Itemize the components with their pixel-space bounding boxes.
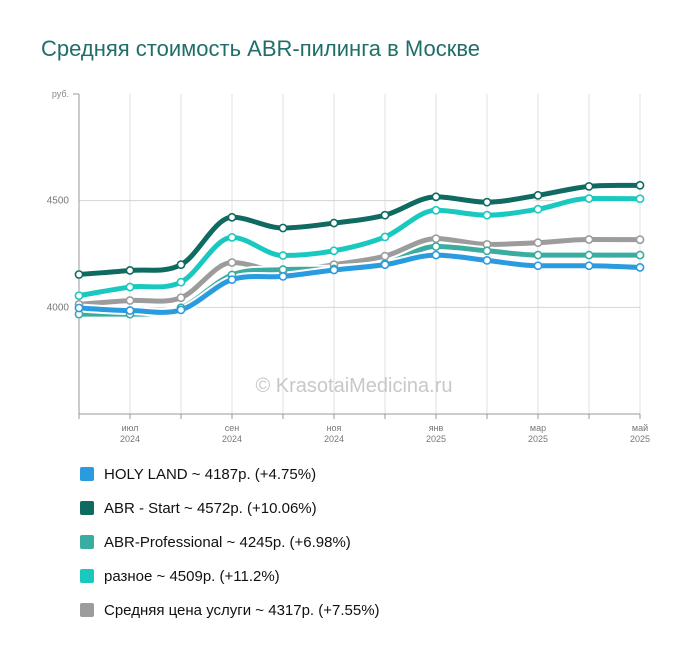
data-point <box>431 205 441 215</box>
x-tick-label-year: 2025 <box>630 434 650 444</box>
data-point <box>482 197 492 207</box>
data-point <box>635 250 645 260</box>
legend-label: HOLY LAND ~ 4187р. (+4.75%) <box>104 465 317 483</box>
series-points <box>74 180 645 319</box>
legend-swatch <box>80 603 94 617</box>
data-point <box>482 210 492 220</box>
data-point <box>533 261 543 271</box>
data-point <box>176 277 186 287</box>
data-point <box>635 235 645 245</box>
data-point <box>584 261 594 271</box>
data-point <box>533 190 543 200</box>
legend-item[interactable]: ABR - Start ~ 4572р. (+10.06%) <box>80 496 380 520</box>
data-point <box>125 266 135 275</box>
y-axis-unit-label: руб. <box>52 89 69 99</box>
data-point <box>380 251 390 261</box>
data-point <box>227 232 237 242</box>
legend-item[interactable]: HOLY LAND ~ 4187р. (+4.75%) <box>80 462 380 486</box>
watermark: © KrasotaiMedicina.ru <box>255 375 452 397</box>
data-point <box>431 192 441 202</box>
legend-label: ABR - Start ~ 4572р. (+10.06%) <box>104 499 317 517</box>
legend-label: ABR-Professional ~ 4245р. (+6.98%) <box>104 533 351 551</box>
data-point <box>278 223 288 233</box>
x-tick-label-year: 2024 <box>120 434 140 444</box>
data-point <box>176 305 186 315</box>
data-point <box>74 291 84 300</box>
data-point <box>584 194 594 203</box>
data-point <box>278 271 288 281</box>
legend-label: разное ~ 4509р. (+11.2%) <box>104 567 280 585</box>
axes: 40004500руб.июл2024сен2024ноя2024янв2025… <box>47 89 650 444</box>
data-point <box>482 255 492 265</box>
data-point <box>125 306 135 315</box>
legend-item[interactable]: ABR-Professional ~ 4245р. (+6.98%) <box>80 530 380 554</box>
x-tick-label-month: мар <box>530 423 546 433</box>
data-point <box>635 180 645 190</box>
x-tick-label-year: 2025 <box>426 434 446 444</box>
x-tick-label-month: янв <box>429 423 444 433</box>
data-point <box>584 250 594 260</box>
data-point <box>431 242 441 251</box>
data-point <box>227 258 237 267</box>
data-point <box>584 181 594 191</box>
data-point <box>380 260 390 270</box>
x-tick-label-year: 2024 <box>324 434 344 444</box>
legend: HOLY LAND ~ 4187р. (+4.75%) ABR - Start ~… <box>80 462 380 632</box>
data-point <box>278 251 288 260</box>
x-tick-label-month: сен <box>225 423 240 433</box>
data-point <box>380 210 390 220</box>
data-point <box>431 250 441 260</box>
data-point <box>380 232 390 242</box>
legend-item[interactable]: Средняя цена услуги ~ 4317р. (+7.55%) <box>80 598 380 622</box>
chart-title: Средняя стоимость ABR-пилинга в Москве <box>41 36 481 61</box>
data-point <box>74 303 84 313</box>
data-point <box>329 265 339 275</box>
data-point <box>176 293 186 303</box>
data-point <box>74 270 84 279</box>
x-tick-label-month: июл <box>122 423 139 433</box>
x-tick-label-month: ноя <box>327 423 342 433</box>
data-point <box>635 263 645 272</box>
data-point <box>329 218 339 228</box>
x-tick-label-year: 2025 <box>528 434 548 444</box>
data-point <box>431 234 441 244</box>
legend-swatch <box>80 569 94 583</box>
data-point <box>533 204 543 214</box>
series-line <box>76 196 643 299</box>
legend-label: Средняя цена услуги ~ 4317р. (+7.55%) <box>104 601 380 619</box>
data-point <box>584 235 594 244</box>
legend-item[interactable]: разное ~ 4509р. (+11.2%) <box>80 564 380 588</box>
x-tick-label-year: 2024 <box>222 434 242 444</box>
x-tick-label-month: май <box>632 423 648 433</box>
series-lines <box>74 180 645 319</box>
y-tick-label: 4000 <box>47 302 70 313</box>
y-tick-label: 4500 <box>47 196 70 207</box>
legend-swatch <box>80 467 94 481</box>
data-point <box>482 246 492 256</box>
data-point <box>176 260 186 270</box>
data-point <box>533 250 543 260</box>
data-point <box>125 296 135 305</box>
data-point <box>329 246 339 256</box>
legend-swatch <box>80 501 94 515</box>
data-point <box>227 275 237 284</box>
data-point <box>227 212 237 222</box>
data-point <box>125 282 135 292</box>
data-point <box>635 194 645 204</box>
data-point <box>533 238 543 248</box>
legend-swatch <box>80 535 94 549</box>
